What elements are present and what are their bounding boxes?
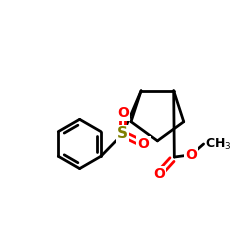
Text: S: S: [117, 126, 128, 142]
Text: O: O: [153, 167, 165, 181]
Text: O: O: [185, 148, 197, 162]
Text: CH$_3$: CH$_3$: [205, 136, 232, 152]
Text: O: O: [117, 106, 129, 120]
Text: O: O: [138, 137, 149, 151]
